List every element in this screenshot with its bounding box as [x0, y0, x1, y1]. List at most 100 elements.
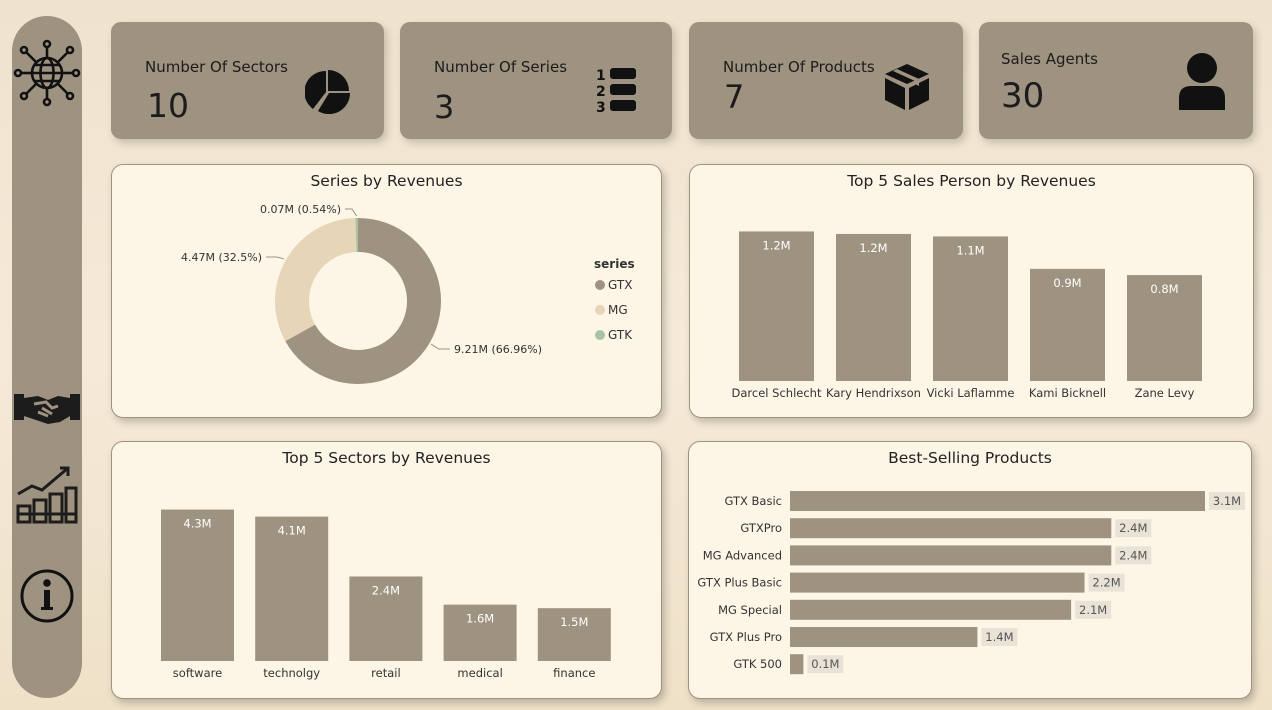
- data-label: 2.1M: [1079, 603, 1107, 617]
- donut-slice: [355, 218, 358, 253]
- info-icon[interactable]: [12, 566, 82, 626]
- data-label: 0.8M: [1150, 282, 1178, 296]
- kpi-card-sectors: Number Of Sectors 10: [111, 22, 384, 139]
- category-label: Vicki Laflamme: [927, 386, 1015, 400]
- user-icon: [1177, 52, 1227, 116]
- donut-chart: 9.21M (66.96%) 4.47M (32.5%) 0.07M (0.54%)…: [181, 203, 635, 384]
- data-label-bg: [807, 655, 844, 674]
- chart-title: Top 5 Sales Person by Revenues: [847, 172, 1096, 190]
- growth-chart-icon[interactable]: [12, 460, 82, 526]
- bar: [255, 516, 329, 661]
- donut-slice: [275, 218, 357, 342]
- kpi-value: 30: [1001, 76, 1045, 116]
- category-label: retail: [371, 666, 401, 680]
- bar: [790, 491, 1205, 511]
- data-label: 2.4M: [1119, 548, 1147, 562]
- data-label: 0.9M: [1053, 276, 1081, 290]
- bar: [1030, 268, 1105, 381]
- data-label-bg: [1209, 492, 1245, 510]
- chart-title: Top 5 Sectors by Revenues: [282, 449, 491, 467]
- chart-title: Series by Revenues: [310, 172, 463, 190]
- kpi-value: 7: [724, 78, 745, 116]
- data-label: 1.1M: [956, 243, 984, 257]
- data-label: 1.5M: [560, 615, 588, 629]
- category-label: GTX Plus Basic: [697, 576, 782, 590]
- data-label-bg: [1115, 519, 1152, 538]
- legend-item: GTX: [608, 278, 632, 292]
- data-label: 4.47M (32.5%): [181, 251, 262, 264]
- kpi-card-series: Number Of Series 3 1 2 3: [400, 22, 672, 139]
- handshake-icon[interactable]: [12, 386, 82, 430]
- data-label: 1.2M: [762, 238, 790, 252]
- svg-text:3: 3: [596, 100, 606, 114]
- chart-title: Best-Selling Products: [888, 449, 1052, 467]
- legend-swatch: [595, 305, 605, 315]
- panel-series-by-revenues: Series by Revenues 9.21M (66.96%) 4.47M (…: [111, 164, 662, 418]
- category-label: Kami Bicknell: [1029, 386, 1106, 400]
- panel-top-sectors: Top 5 Sectors by Revenues 4.3M software 4.…: [111, 441, 662, 699]
- data-label: 1.2M: [859, 241, 887, 255]
- category-label: finance: [553, 666, 595, 680]
- data-label-bg: [1115, 546, 1152, 565]
- category-label: medical: [457, 666, 502, 680]
- kpi-card-sales-agents: Sales Agents 30: [979, 22, 1253, 139]
- category-label: Darcel Schlecht: [732, 386, 822, 400]
- data-label: 0.07M (0.54%): [260, 203, 341, 216]
- data-label: 3.1M: [1213, 494, 1241, 508]
- svg-text:2: 2: [596, 84, 606, 100]
- numbered-list-icon: 1 2 3: [596, 66, 638, 118]
- panel-top-sales-person: Top 5 Sales Person by Revenues 1.2M Darce…: [689, 164, 1254, 418]
- data-label: 4.1M: [278, 524, 306, 538]
- kpi-value: 10: [147, 86, 189, 125]
- data-label: 1.6M: [466, 612, 494, 626]
- data-label-bg: [981, 628, 1018, 646]
- bar: [537, 608, 611, 661]
- kpi-card-products: Number Of Products 7: [689, 22, 963, 139]
- globe-network-icon[interactable]: [12, 38, 82, 108]
- category-label: GTX Plus Pro: [710, 630, 782, 644]
- kpi-label: Number Of Products: [723, 58, 875, 76]
- category-label: technolgy: [263, 666, 320, 680]
- data-label: 0.1M: [811, 657, 839, 671]
- data-label-bg: [1088, 573, 1125, 592]
- leader-line: [266, 256, 285, 260]
- donut-slice: [285, 218, 441, 384]
- category-label: GTX Basic: [724, 494, 782, 508]
- data-label: 2.4M: [372, 583, 400, 597]
- category-label: Kary Hendrixson: [826, 386, 921, 400]
- bar: [790, 654, 804, 675]
- legend-item: MG: [608, 303, 628, 317]
- kpi-label: Sales Agents: [1001, 50, 1098, 68]
- bar-chart: 1.2M Darcel Schlecht 1.2M Kary Hendrixson 1.…: [732, 231, 1202, 400]
- panel-best-selling-products: Best-Selling Products GTX Basic 3.1M GTXPr…: [688, 441, 1252, 699]
- kpi-value: 3: [434, 88, 455, 126]
- bar: [349, 576, 423, 661]
- data-label-bg: [1075, 600, 1112, 619]
- box-icon: [883, 62, 931, 116]
- kpi-label: Number Of Series: [434, 58, 568, 76]
- category-label: software: [173, 666, 222, 680]
- bar: [790, 627, 978, 647]
- category-label: Zane Levy: [1135, 386, 1195, 400]
- data-label: 9.21M (66.96%): [454, 343, 542, 356]
- bar: [836, 233, 911, 381]
- bar: [1127, 275, 1202, 381]
- bar: [739, 231, 814, 381]
- category-label: MG Advanced: [703, 548, 782, 562]
- legend-swatch: [595, 280, 605, 290]
- category-label: GTXPro: [740, 521, 782, 535]
- leader-line: [345, 208, 358, 217]
- legend-swatch: [595, 330, 605, 340]
- category-label: MG Special: [718, 603, 782, 617]
- horizontal-bar-chart: GTX Basic 3.1M GTXPro 2.4M MG Advanced 2.4M GT…: [697, 491, 1245, 675]
- data-label: 4.3M: [183, 517, 211, 531]
- svg-text:1: 1: [596, 68, 606, 84]
- bar-chart: 4.3M software 4.1M technolgy 2.4M retail 1.6M m…: [161, 509, 611, 680]
- leader-line: [430, 343, 450, 350]
- bar: [790, 518, 1112, 539]
- legend-item: GTK: [608, 328, 633, 342]
- category-label: GTK 500: [733, 657, 782, 671]
- data-label: 1.4M: [985, 630, 1013, 644]
- kpi-label: Number Of Sectors: [145, 58, 288, 76]
- legend-title: series: [594, 257, 635, 271]
